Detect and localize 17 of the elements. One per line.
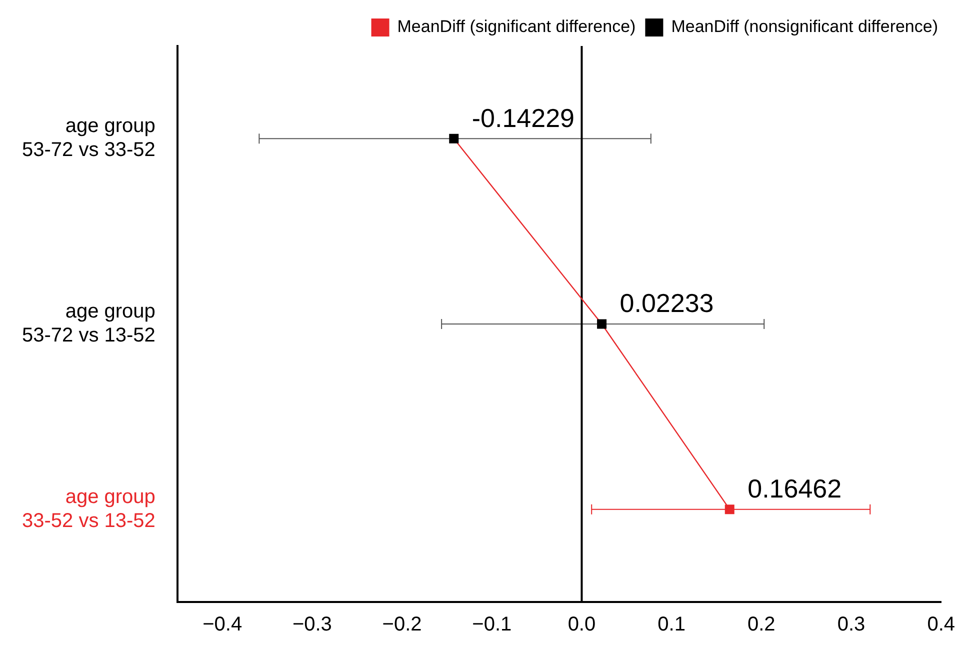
x-tick-label: 0.4	[927, 614, 956, 636]
y-tick-label: age group 53-72 vs 33-52	[22, 115, 156, 162]
legend-label: MeanDiff (significant difference)	[397, 17, 636, 36]
data-label: -0.14229	[472, 102, 575, 133]
x-tick-label: 0.1	[658, 614, 686, 636]
x-tick-label: −0.3	[292, 614, 332, 636]
data-label: 0.16462	[748, 474, 842, 504]
x-tick-label: 0.3	[837, 614, 866, 636]
x-tick-label: −0.4	[202, 614, 242, 636]
x-tick-label: 0.0	[568, 614, 596, 636]
legend-label: MeanDiff (nonsignificant difference)	[671, 17, 938, 36]
y-tick-label: age group 53-72 vs 13-52	[22, 300, 156, 347]
x-tick-label: −0.2	[382, 614, 422, 636]
y-tick-label: age group 33-52 vs 13-52	[22, 486, 156, 532]
x-tick-label: −0.1	[472, 614, 512, 636]
data-label: 0.02233	[620, 288, 714, 318]
x-tick-label: 0.2	[748, 614, 776, 636]
